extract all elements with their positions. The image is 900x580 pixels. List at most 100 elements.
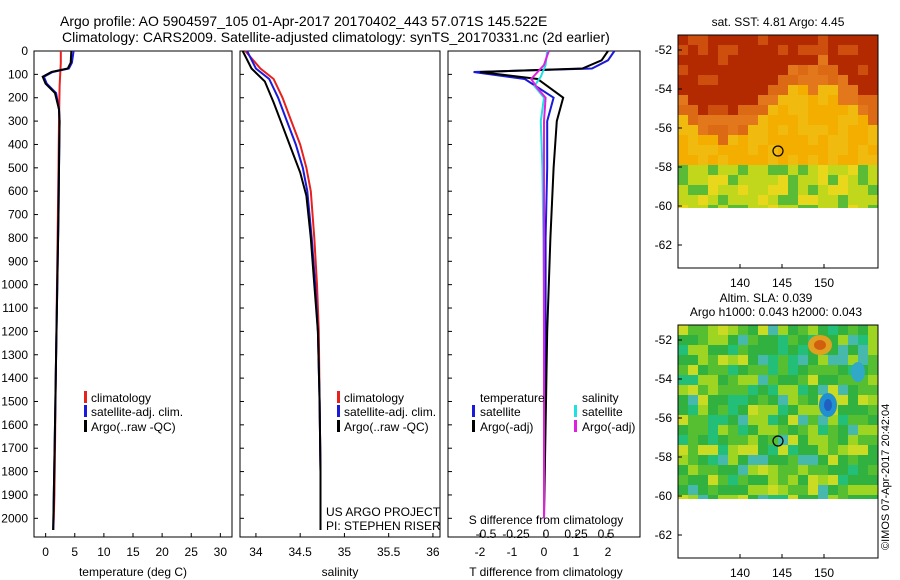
sst-cell (808, 45, 818, 55)
sst-cell (858, 195, 868, 205)
sla-cell (738, 495, 748, 499)
sla-cell (828, 345, 838, 355)
sst-cell (858, 55, 868, 65)
sla-cell (688, 495, 698, 499)
sst-cell (858, 115, 868, 125)
sla-cell (738, 415, 748, 425)
sla-cell (688, 405, 698, 415)
sla-cell (838, 425, 848, 435)
sst-cell (738, 45, 748, 55)
sla-cell (858, 455, 868, 465)
sst-cell (818, 195, 828, 205)
sst-cell (808, 205, 818, 208)
sla-cell (798, 445, 808, 455)
sst-cell (678, 75, 688, 85)
sst-cell (748, 195, 758, 205)
sla-cell (738, 485, 748, 495)
sla-cell (798, 395, 808, 405)
sst-cell (778, 135, 788, 145)
sst-cell (868, 45, 878, 55)
depth-tick-label: 400 (8, 137, 28, 151)
x-tick-label: 35 (338, 545, 352, 559)
sst-cell (858, 155, 868, 165)
sla-cell (698, 325, 708, 335)
sla-cell (828, 415, 838, 425)
sla-cell (748, 485, 758, 495)
sla-cell (808, 355, 818, 365)
sla-cell (728, 465, 738, 475)
sla-cell (688, 375, 698, 385)
header-line2: Climatology: CARS2009. Satellite-adjuste… (62, 29, 610, 45)
sst-cell (758, 115, 768, 125)
sst-cell (798, 185, 808, 195)
sla-cell (858, 495, 868, 499)
sla-cell (718, 445, 728, 455)
legend-heading: salinity (582, 391, 619, 405)
sla-cell (788, 405, 798, 415)
sst-cell (778, 65, 788, 75)
legend-label: Argo(..raw -QC) (344, 420, 429, 434)
sst-cell (768, 125, 778, 135)
sla-cell (848, 325, 858, 335)
x-tick-label: 15 (126, 545, 140, 559)
sst-cell (678, 35, 688, 45)
sla-cell (868, 365, 878, 375)
sla-cell (788, 485, 798, 495)
sst-cell (718, 195, 728, 205)
legend-swatch-climatology (337, 391, 340, 403)
sst-cell (818, 115, 828, 125)
sst-cell (868, 165, 878, 175)
sst-cell (738, 165, 748, 175)
sla-cell (748, 325, 758, 335)
sst-cell (868, 195, 878, 205)
sst-map-title: sat. SST: 4.81 Argo: 4.45 (712, 15, 845, 29)
sla-cell (768, 325, 778, 335)
sla-cell (858, 335, 868, 345)
map-y-tick-label: -52 (655, 43, 673, 57)
sst-cell (768, 135, 778, 145)
map-y-tick-label: -58 (655, 450, 673, 464)
sst-cell (778, 75, 788, 85)
sla-cell (748, 475, 758, 485)
sst-cell (798, 135, 808, 145)
sst-cell (698, 95, 708, 105)
depth-tick-label: 100 (8, 67, 28, 81)
sst-cell (798, 205, 808, 208)
sst-cell (868, 155, 878, 165)
sst-cell (788, 155, 798, 165)
sla-cell (698, 465, 708, 475)
sst-cell (778, 105, 788, 115)
sst-cell (698, 135, 708, 145)
sst-cell (828, 65, 838, 75)
sla-cell (858, 485, 868, 495)
sla-cell (778, 445, 788, 455)
sst-cell (728, 165, 738, 175)
sst-cell (768, 105, 778, 115)
map-x-tick-label: 145 (772, 566, 792, 580)
sst-cell (848, 55, 858, 65)
sst-cell (788, 185, 798, 195)
sla-cell (788, 465, 798, 475)
sst-cell (708, 115, 718, 125)
sst-cell (728, 55, 738, 65)
depth-tick-label: 500 (8, 161, 28, 175)
sst-cell (688, 135, 698, 145)
sst-cell (838, 55, 848, 65)
sst-cell (778, 125, 788, 135)
sla-cell (748, 365, 758, 375)
sst-cell (758, 45, 768, 55)
sst-cell (828, 45, 838, 55)
header-line1: Argo profile: AO 5904597_105 01-Apr-2017… (60, 13, 547, 29)
sla-cell (818, 425, 828, 435)
sla-cell (768, 395, 778, 405)
x-tick-label: -2 (475, 545, 486, 559)
sst-cell (758, 205, 768, 208)
sst-cell (768, 175, 778, 185)
sla-cell (808, 385, 818, 395)
sla-cell (858, 415, 868, 425)
sla-cell (778, 475, 788, 485)
sst-cell (838, 135, 848, 145)
sla-cell (698, 495, 708, 499)
sst-cell (798, 175, 808, 185)
sst-cell (688, 95, 698, 105)
